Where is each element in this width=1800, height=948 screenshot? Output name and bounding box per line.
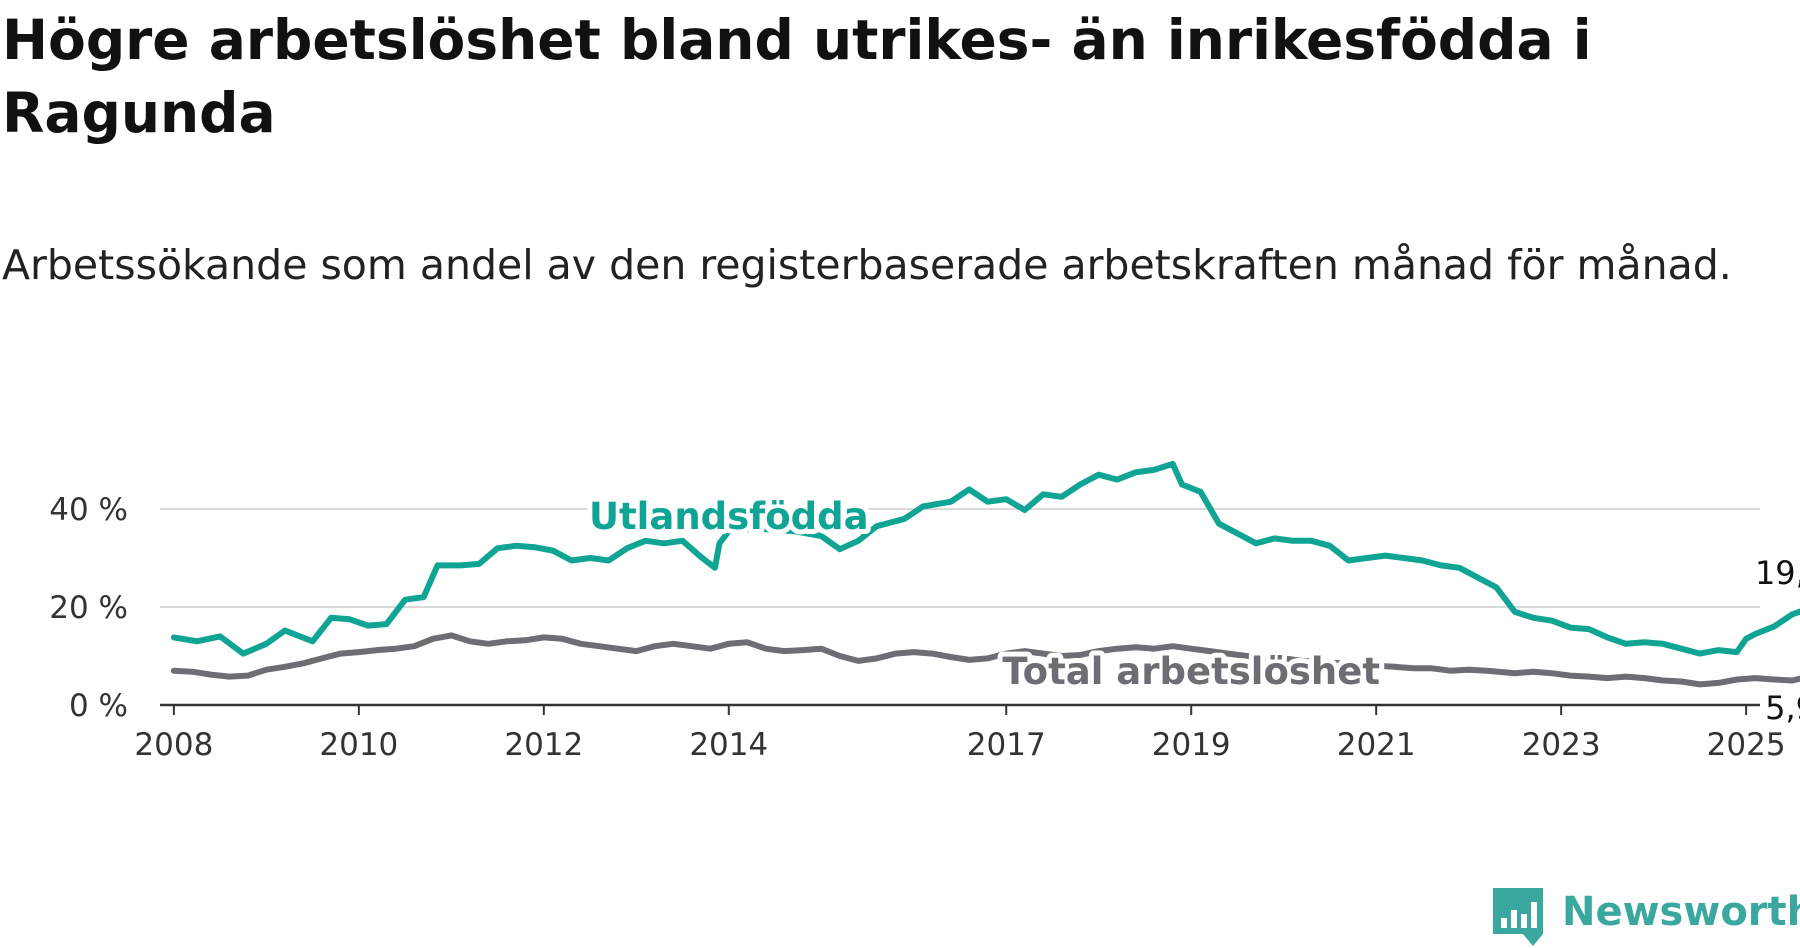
x-tick-label: 2019 (1152, 727, 1231, 763)
x-tick-label: 2021 (1337, 727, 1416, 763)
x-tick-label: 2012 (504, 727, 583, 763)
newsworthy-logo-icon (1493, 888, 1543, 946)
series-label-total: Total arbetslöshet (1002, 650, 1380, 693)
series-lines (170, 460, 1800, 688)
x-tick-label: 2014 (689, 727, 768, 763)
x-tick-label: 2023 (1522, 727, 1601, 763)
y-tick-label: 40 % (49, 492, 128, 528)
y-tick-label: 20 % (49, 590, 128, 626)
end-label-total: 5,9 % (1765, 689, 1800, 727)
y-axis-ticks: 0 % 20 % 40 % (49, 492, 128, 724)
x-tick-label: 2017 (967, 727, 1046, 763)
brand-name: Newsworthy (1562, 889, 1800, 935)
x-axis-ticks: 2008 2010 2012 2014 2017 2019 2021 2023 2025 (134, 705, 1786, 763)
y-tick-label: 0 % (69, 688, 128, 724)
x-tick-label: 2010 (319, 727, 398, 763)
line-chart: 0 % 20 % 40 % 2008 2010 2012 2014 2017 2019 2021… (49, 460, 1800, 763)
x-tick-label: 2008 (134, 727, 213, 763)
chart-subtitle: Arbetssökande som andel av den registerb… (2, 241, 1732, 289)
chart-title: Högre arbetslöshet bland utrikes- än inr… (2, 8, 1592, 145)
x-tick-label: 2025 (1707, 727, 1786, 763)
series-label-utlandsfodda: Utlandsfödda (589, 495, 869, 538)
series-line-total (170, 632, 1800, 688)
series-labels: Utlandsfödda Total arbetslöshet 19,8 % 5,9 … (584, 490, 1800, 731)
end-label-utlandsfodda: 19,8 % (1755, 554, 1800, 592)
gridlines (160, 508, 1760, 707)
series-line-utlandsfodda (170, 460, 1800, 657)
